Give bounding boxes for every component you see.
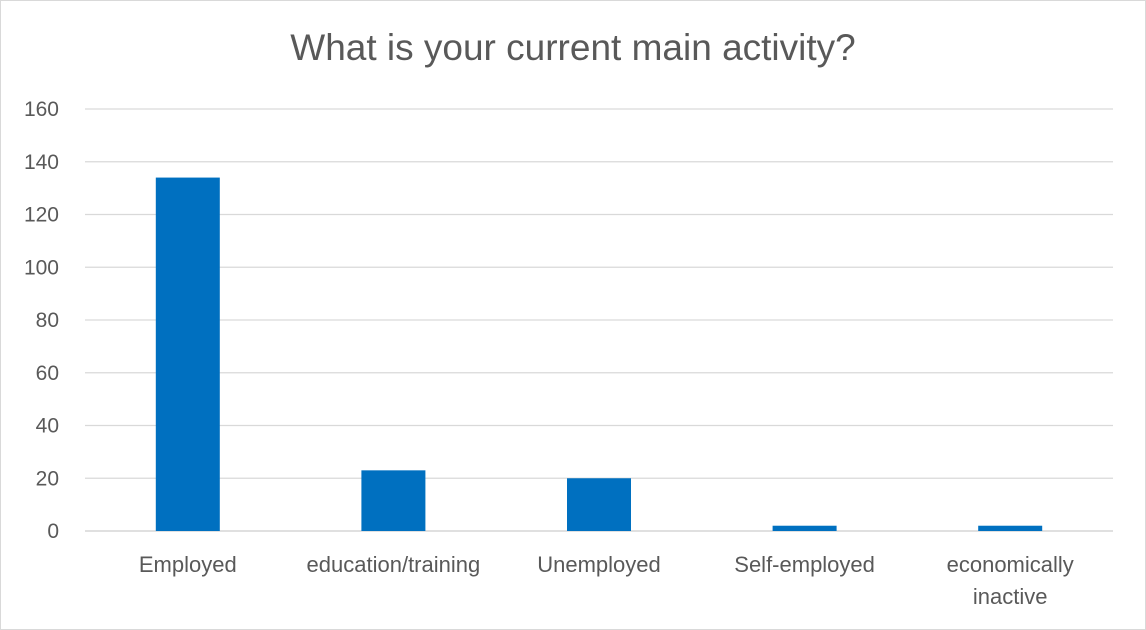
chart-title: What is your current main activity?: [290, 27, 856, 68]
y-tick-label: 60: [36, 362, 59, 385]
x-category-label: education/training: [307, 552, 481, 577]
x-category-label: Self-employed: [734, 552, 875, 577]
x-category-label: economically inactive: [947, 552, 1074, 609]
bars: [155, 177, 1043, 531]
bar: [361, 470, 426, 531]
bar: [978, 525, 1043, 531]
y-tick-label: 140: [24, 151, 59, 174]
bar: [155, 177, 220, 531]
bar: [772, 525, 837, 531]
y-tick-label: 0: [47, 520, 59, 543]
x-axis-categories: Employed education/training Unemployed Self…: [139, 552, 1074, 609]
y-tick-label: 20: [36, 467, 59, 490]
y-tick-label: 160: [24, 98, 59, 121]
y-tick-label: 100: [24, 256, 59, 279]
y-tick-label: 80: [36, 309, 59, 332]
bar: [567, 478, 631, 531]
y-tick-label: 120: [24, 204, 59, 227]
x-category-label: Employed: [139, 552, 237, 577]
x-category-label: Unemployed: [537, 552, 661, 577]
gridlines: [85, 108, 1113, 532]
y-tick-label: 40: [36, 415, 59, 438]
y-axis-ticks: 0 20 40 60 80 100 120 140 160: [24, 98, 59, 543]
